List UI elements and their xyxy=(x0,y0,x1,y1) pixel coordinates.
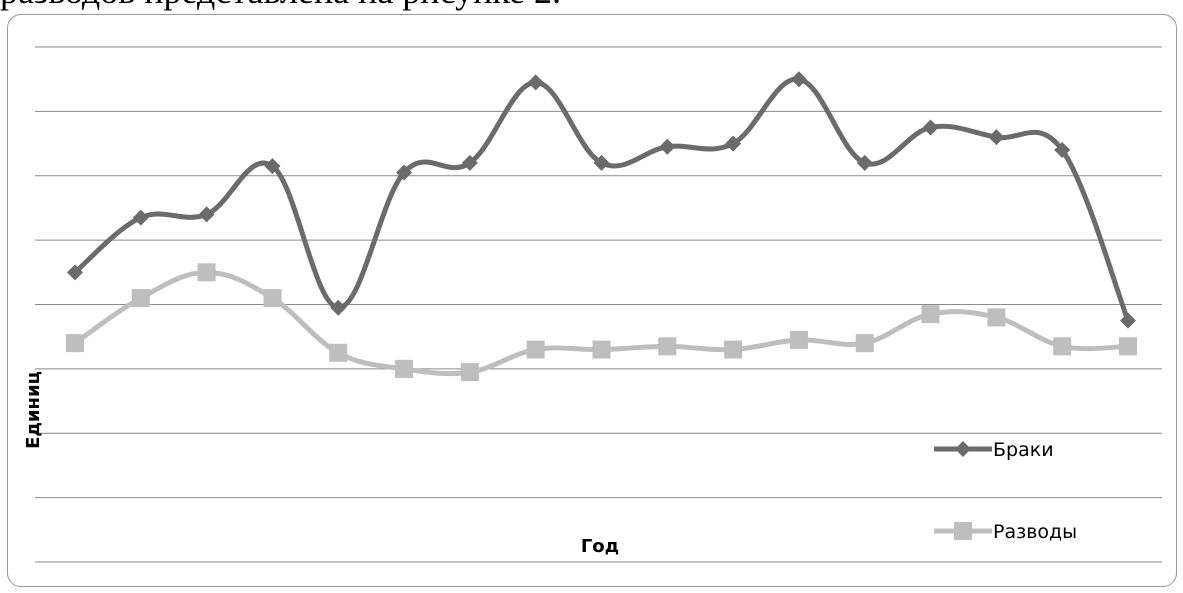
legend-label-divorces: Разводы xyxy=(993,521,1077,543)
point-divorces-6 xyxy=(395,360,413,378)
legend-marker-marriages xyxy=(955,441,971,457)
point-divorces-13 xyxy=(856,334,874,352)
legend-label-marriages: Браки xyxy=(993,439,1054,461)
y-axis-label: Единиц xyxy=(23,371,44,449)
point-divorces-14 xyxy=(922,305,940,323)
x-axis-label: Год xyxy=(581,536,619,557)
point-divorces-2 xyxy=(132,289,150,307)
point-marriages-10 xyxy=(659,139,675,155)
legend-item-marriages: Браки xyxy=(934,439,1054,461)
legend-item-divorces: Разводы xyxy=(934,521,1077,543)
gridlines xyxy=(35,47,1162,562)
point-divorces-11 xyxy=(724,341,742,359)
point-marriages-17 xyxy=(1120,313,1136,329)
legend: Браки Разводы xyxy=(934,439,1077,543)
series-line-marriages xyxy=(75,79,1128,321)
point-divorces-17 xyxy=(1119,337,1137,355)
point-divorces-8 xyxy=(527,341,545,359)
point-marriages-15 xyxy=(988,129,1004,145)
point-divorces-7 xyxy=(461,363,479,381)
series-divorces xyxy=(66,263,1137,381)
point-marriages-12 xyxy=(791,71,807,87)
point-divorces-3 xyxy=(198,263,216,281)
point-divorces-10 xyxy=(658,337,676,355)
point-divorces-12 xyxy=(790,331,808,349)
point-divorces-4 xyxy=(263,289,281,307)
point-marriages-14 xyxy=(923,119,939,135)
point-divorces-9 xyxy=(593,341,611,359)
point-divorces-15 xyxy=(987,308,1005,326)
point-marriages-8 xyxy=(528,74,544,90)
series-marriages xyxy=(67,71,1136,328)
point-divorces-16 xyxy=(1053,337,1071,355)
point-divorces-5 xyxy=(329,344,347,362)
series-layer xyxy=(66,71,1137,381)
legend-marker-divorces xyxy=(954,522,972,540)
point-divorces-1 xyxy=(66,334,84,352)
